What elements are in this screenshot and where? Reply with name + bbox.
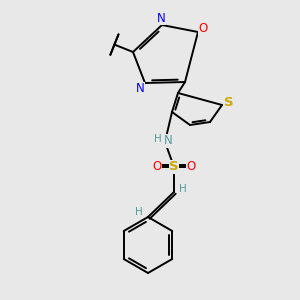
Text: O: O <box>186 160 196 173</box>
Text: H: H <box>179 184 187 194</box>
Text: S: S <box>224 97 234 110</box>
Text: N: N <box>164 134 172 148</box>
Text: H: H <box>135 207 143 217</box>
Text: N: N <box>136 82 144 95</box>
Text: O: O <box>152 160 162 173</box>
Text: O: O <box>198 22 208 35</box>
Text: H: H <box>154 134 162 144</box>
Text: N: N <box>157 11 165 25</box>
Text: S: S <box>169 160 179 173</box>
